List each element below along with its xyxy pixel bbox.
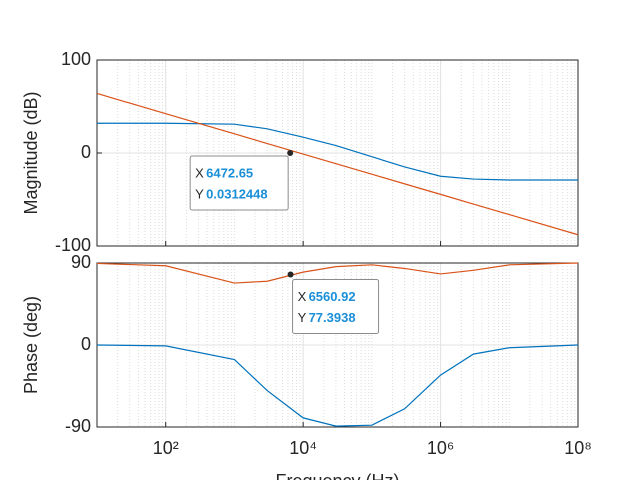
datatip-marker: [287, 271, 294, 278]
y-tick-label: 90: [71, 252, 91, 272]
x-tick-label: 10⁸: [564, 438, 592, 458]
datatip-value: 6560.92: [309, 289, 356, 304]
datatip-value: 77.3938: [309, 310, 356, 325]
y-axis-label: Phase (deg): [21, 296, 41, 394]
y-tick-label: -100: [55, 235, 91, 255]
datatip-value: 6472.65: [206, 165, 253, 180]
datatip-name: X: [195, 165, 204, 180]
x-axis-label: Frequency (Hz): [275, 471, 399, 480]
x-tick-label: 10⁴: [289, 438, 317, 458]
datatip-name: Y: [298, 310, 307, 325]
datatip-name: X: [298, 289, 307, 304]
series-line: [96, 92, 579, 236]
series-line: [97, 122, 578, 181]
datatip-box: [189, 155, 289, 211]
y-tick-label: -90: [65, 416, 91, 436]
y-axis-label: Magnitude (dB): [21, 91, 41, 214]
y-tick-label: 0: [81, 142, 91, 162]
datatip-value: 0.0312448: [206, 186, 267, 201]
axes-box: [96, 59, 579, 247]
x-tick-label: 10⁶: [427, 438, 454, 458]
series-line: [96, 344, 579, 427]
datatip-name: Y: [195, 186, 204, 201]
x-tick-label: 10²: [153, 438, 179, 458]
series-line: [96, 262, 579, 284]
datatip-box: [292, 278, 380, 334]
datatip-marker: [287, 149, 294, 156]
y-tick-label: 100: [61, 49, 91, 69]
y-tick-label: 0: [81, 334, 91, 354]
